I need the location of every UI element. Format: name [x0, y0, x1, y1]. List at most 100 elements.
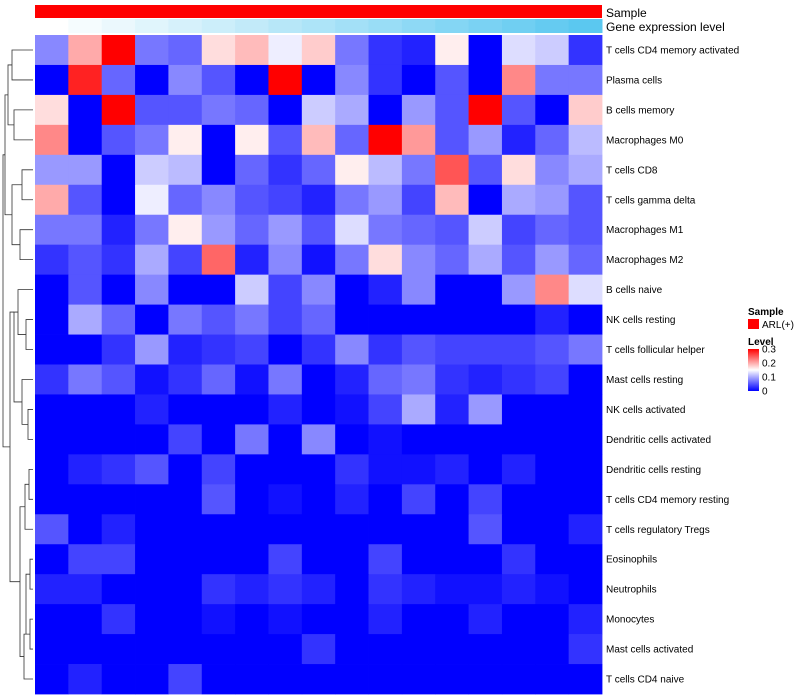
heatmap-cell [268, 35, 303, 66]
heatmap-cell [535, 334, 570, 365]
heatmap-cell [201, 334, 236, 365]
gene-expression-cell [535, 19, 570, 33]
heatmap-cell [535, 64, 570, 96]
heatmap-cell [101, 454, 136, 485]
heatmap-cell [68, 454, 103, 485]
heatmap-cell [468, 394, 503, 425]
heatmap-cell [68, 484, 103, 515]
heatmap-cell [268, 334, 303, 365]
heatmap-cell [501, 214, 536, 246]
row-label: T cells CD4 memory resting [606, 495, 729, 506]
heatmap-cell [268, 214, 303, 246]
heatmap-cell [368, 214, 403, 246]
heatmap-cell [68, 334, 103, 365]
heatmap-cell [468, 634, 503, 665]
heatmap-cell [35, 64, 69, 96]
heatmap-cell [468, 124, 503, 156]
heatmap-cell [135, 214, 169, 246]
heatmap-cell [501, 664, 536, 695]
heatmap-cell [568, 124, 603, 156]
heatmap-cell [35, 94, 69, 126]
heatmap-cell [301, 454, 336, 485]
heatmap-cell [535, 184, 570, 216]
row-label: Macrophages M2 [606, 255, 684, 266]
dendrogram-branch [23, 633, 33, 680]
heatmap-cell [201, 274, 236, 305]
heatmap-cell [468, 64, 503, 96]
heatmap-cell [168, 184, 203, 216]
heatmap-cell [235, 35, 269, 66]
heatmap-cell [201, 304, 236, 335]
heatmap-cell [401, 574, 436, 605]
heatmap-cell [301, 35, 336, 66]
heatmap-cell [468, 244, 503, 276]
heatmap-cell [201, 64, 236, 96]
heatmap-cell [101, 214, 136, 246]
heatmap-cell [268, 604, 303, 635]
heatmap-cell [301, 64, 336, 96]
heatmap-cell [135, 484, 169, 515]
heatmap-cell [401, 364, 436, 395]
heatmap-cell [268, 364, 303, 395]
heatmap-cell [501, 94, 536, 126]
heatmap-cell [435, 184, 469, 216]
gene-expression-cell [435, 19, 470, 33]
heatmap-cell [535, 214, 570, 246]
heatmap-cell [368, 454, 403, 485]
heatmap-cell [401, 94, 436, 126]
heatmap-cell [68, 35, 103, 66]
row-label: Dendritic cells activated [606, 435, 711, 446]
heatmap-cell [268, 544, 303, 575]
heatmap-cell [468, 334, 503, 365]
heatmap-cell [401, 634, 436, 665]
heatmap-cell [301, 424, 336, 455]
heatmap-cell [168, 364, 203, 395]
row-label: NK cells resting [606, 315, 675, 326]
heatmap-cell [235, 64, 269, 96]
heatmap-cell [368, 514, 403, 545]
heatmap-cell [168, 424, 203, 455]
heatmap-cell [535, 154, 570, 186]
heatmap-cell [568, 454, 603, 485]
legend-sample-swatch [748, 319, 759, 329]
heatmap-cell [135, 94, 169, 126]
heatmap-cell [368, 184, 403, 216]
dendrogram-branch [21, 169, 33, 201]
heatmap-cell [368, 484, 403, 515]
heatmap-cell [268, 274, 303, 305]
heatmap-cell [501, 514, 536, 545]
heatmap-cell [101, 35, 136, 66]
heatmap-cell [501, 184, 536, 216]
heatmap-cell [301, 604, 336, 635]
heatmap-cell [435, 244, 469, 276]
heatmap-cell [35, 244, 69, 276]
heatmap-cells [35, 35, 603, 695]
heatmap-cell [568, 364, 603, 395]
heatmap-cell [335, 64, 369, 96]
heatmap-cell [568, 304, 603, 335]
heatmap-cell [435, 424, 469, 455]
heatmap-cell [535, 94, 570, 126]
heatmap-cell [101, 154, 136, 186]
heatmap-cell [201, 454, 236, 485]
legend-sample-title: Sample [748, 307, 784, 318]
heatmap-cell [268, 184, 303, 216]
gene-expression-cell [568, 19, 603, 33]
heatmap-cell [335, 244, 369, 276]
heatmap-cell [401, 514, 436, 545]
dendrogram-branch [25, 573, 30, 635]
heatmap-cell [235, 394, 269, 425]
heatmap-cell [401, 424, 436, 455]
heatmap-cell [501, 124, 536, 156]
heatmap-cell [568, 244, 603, 276]
heatmap-cell [368, 124, 403, 156]
heatmap-cell [135, 334, 169, 365]
row-label: NK cells activated [606, 405, 685, 416]
heatmap-cell [435, 94, 469, 126]
row-label: T cells gamma delta [606, 195, 696, 206]
heatmap-cell [268, 634, 303, 665]
heatmap-cell [201, 574, 236, 605]
heatmap-cell [535, 244, 570, 276]
legend-level-ticks: 0.3 0.2 0.1 0 [762, 345, 776, 398]
heatmap-cell [535, 124, 570, 156]
